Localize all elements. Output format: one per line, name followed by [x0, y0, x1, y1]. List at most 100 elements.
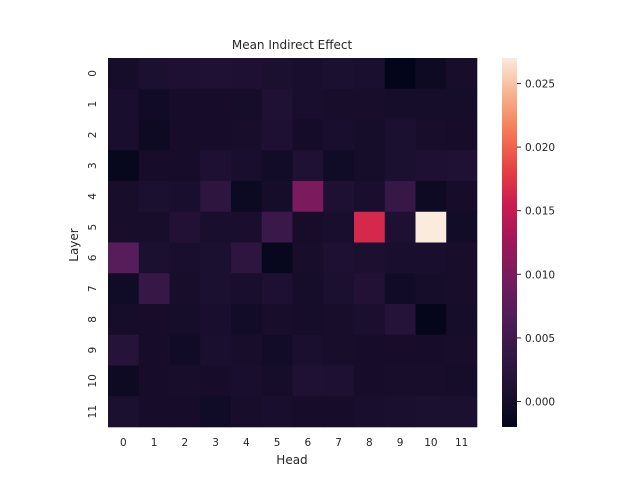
heatmap-cell-8-10	[415, 304, 447, 336]
heatmap-cell-10-3	[200, 365, 232, 397]
heatmap-cell-3-0	[108, 150, 140, 182]
heatmap-cell-4-10	[415, 181, 447, 213]
heatmap-cell-2-6	[292, 119, 324, 151]
heatmap-cell-5-8	[354, 211, 386, 243]
chart-title: Mean Indirect Effect	[232, 38, 353, 52]
heatmap-cell-11-6	[292, 396, 324, 428]
heatmap-cell-9-1	[138, 334, 170, 366]
y-tick-label: 10	[87, 374, 99, 387]
heatmap-cell-6-8	[354, 242, 386, 274]
heatmap-cell-8-9	[384, 304, 416, 336]
heatmap-cell-0-4	[231, 58, 263, 90]
heatmap-cell-11-2	[169, 396, 201, 428]
heatmap-cell-1-10	[415, 88, 447, 120]
heatmap-cell-7-0	[108, 273, 140, 305]
y-tick-label: 2	[87, 132, 99, 139]
heatmap-cell-3-5	[261, 150, 293, 182]
heatmap-cell-0-8	[354, 58, 386, 90]
heatmap-cell-9-2	[169, 334, 201, 366]
heatmap-cell-5-0	[108, 211, 140, 243]
heatmap-cell-7-8	[354, 273, 386, 305]
heatmap-cell-2-0	[108, 119, 140, 151]
heatmap-cell-3-8	[354, 150, 386, 182]
heatmap-cell-10-6	[292, 365, 324, 397]
heatmap-cell-7-5	[261, 273, 293, 305]
heatmap-cell-2-9	[384, 119, 416, 151]
heatmap-cell-4-7	[323, 181, 355, 213]
heatmap-cell-5-11	[446, 211, 478, 243]
x-tick-label: 10	[424, 437, 437, 449]
heatmap-cell-4-4	[231, 181, 263, 213]
heatmap-cell-8-8	[354, 304, 386, 336]
heatmap-cell-9-10	[415, 334, 447, 366]
heatmap-cell-8-11	[446, 304, 478, 336]
heatmap-cell-6-3	[200, 242, 232, 274]
x-tick-label: 0	[120, 437, 127, 449]
heatmap-cell-1-1	[138, 88, 170, 120]
heatmap-cell-0-0	[108, 58, 140, 90]
heatmap-cell-8-3	[200, 304, 232, 336]
heatmap-cell-4-2	[169, 181, 201, 213]
heatmap-cell-4-9	[384, 181, 416, 213]
heatmap-cell-7-10	[415, 273, 447, 305]
heatmap-cell-7-4	[231, 273, 263, 305]
heatmap-cell-8-1	[138, 304, 170, 336]
heatmap-cell-4-1	[138, 181, 170, 213]
heatmap-cell-2-3	[200, 119, 232, 151]
heatmap-cell-8-5	[261, 304, 293, 336]
heatmap-cell-7-1	[138, 273, 170, 305]
x-tick-labels: 0 1 2 3 4 5 6 7 8 9 10 11	[120, 437, 468, 449]
heatmap-cell-10-2	[169, 365, 201, 397]
heatmap-cell-3-3	[200, 150, 232, 182]
heatmap-cell-9-0	[108, 334, 140, 366]
heatmap-cell-10-0	[108, 365, 140, 397]
colorbar-tick-label: 0.025	[525, 78, 555, 90]
heatmap-cell-4-0	[108, 181, 140, 213]
colorbar-tick-label: 0.005	[525, 333, 555, 345]
heatmap-cell-1-4	[231, 88, 263, 120]
heatmap-cell-1-2	[169, 88, 201, 120]
x-tick-label: 11	[455, 437, 468, 449]
heatmap-cell-6-1	[138, 242, 170, 274]
heatmap-cell-11-0	[108, 396, 140, 428]
heatmap-cell-6-2	[169, 242, 201, 274]
heatmap-cell-2-4	[231, 119, 263, 151]
heatmap-cell-2-2	[169, 119, 201, 151]
heatmap-cell-2-1	[138, 119, 170, 151]
colorbar-ticks: 0.000 0.005 0.010 0.015 0.020 0.025	[517, 78, 555, 409]
heatmap-cell-0-6	[292, 58, 324, 90]
heatmap-cell-4-6	[292, 181, 324, 213]
heatmap-cell-11-4	[231, 396, 263, 428]
heatmap-cell-2-11	[446, 119, 478, 151]
heatmap-cell-3-9	[384, 150, 416, 182]
heatmap-cell-1-11	[446, 88, 478, 120]
heatmap-cell-1-7	[323, 88, 355, 120]
heatmap-cell-4-3	[200, 181, 232, 213]
heatmap-cell-1-3	[200, 88, 232, 120]
heatmap-cell-6-7	[323, 242, 355, 274]
heatmap-cell-1-6	[292, 88, 324, 120]
heatmap-cell-3-1	[138, 150, 170, 182]
heatmap-cell-7-3	[200, 273, 232, 305]
heatmap-cell-9-3	[200, 334, 232, 366]
heatmap-cell-0-11	[446, 58, 478, 90]
heatmap-cell-3-4	[231, 150, 263, 182]
x-axis-label: Head	[276, 453, 307, 467]
heatmap-cell-9-4	[231, 334, 263, 366]
colorbar-tick-label: 0.020	[525, 142, 555, 154]
x-tick-label: 3	[212, 437, 219, 449]
heatmap-cell-11-10	[415, 396, 447, 428]
heatmap-cell-9-8	[354, 334, 386, 366]
heatmap-cell-11-9	[384, 396, 416, 428]
y-axis-label: Layer	[67, 228, 81, 262]
heatmap-cell-0-5	[261, 58, 293, 90]
y-tick-label: 5	[87, 224, 99, 231]
colorbar-tick-label: 0.000	[525, 397, 555, 409]
heatmap-cell-4-11	[446, 181, 478, 213]
heatmap-cell-3-2	[169, 150, 201, 182]
heatmap-cell-3-10	[415, 150, 447, 182]
heatmap-cell-5-7	[323, 211, 355, 243]
x-tick-label: 6	[305, 437, 312, 449]
y-tick-label: 1	[87, 101, 99, 108]
heatmap-cell-0-1	[138, 58, 170, 90]
